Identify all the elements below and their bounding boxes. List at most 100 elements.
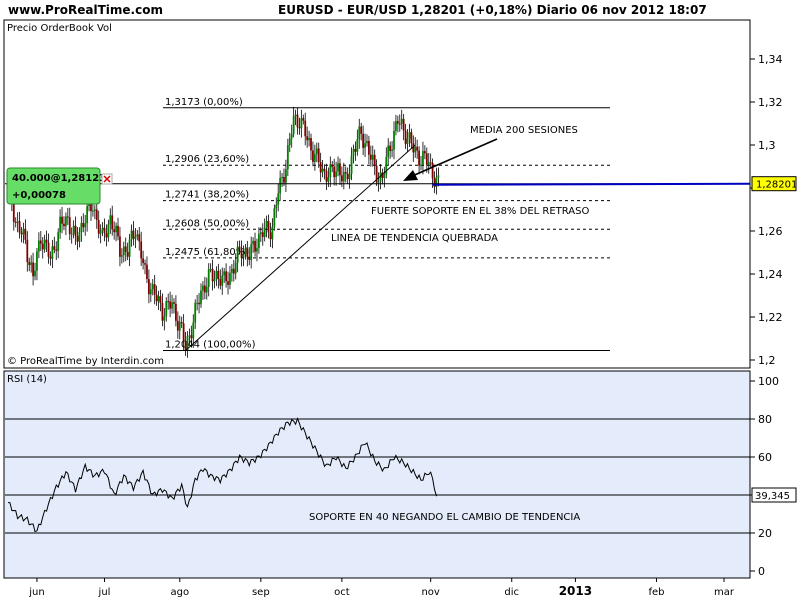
rsi-line xyxy=(8,417,437,533)
candle-body xyxy=(140,241,143,259)
candle-body xyxy=(200,290,202,305)
candle-body xyxy=(435,177,438,187)
price-panel-frame xyxy=(3,19,751,369)
candle-body xyxy=(429,162,432,164)
candle-body xyxy=(354,148,357,152)
candle-body xyxy=(254,240,256,252)
candle-body xyxy=(427,162,430,165)
fib-level-label: 1,2906 (23,60%) xyxy=(165,154,249,165)
candle-body xyxy=(373,154,376,166)
candle-body xyxy=(273,208,276,227)
candle-body xyxy=(173,302,175,304)
current-price-tag xyxy=(751,176,797,192)
candle-body xyxy=(153,284,156,295)
candle-body xyxy=(136,234,139,237)
candle-body xyxy=(93,209,96,211)
fib-level-label: 1,3173 (0,00%) xyxy=(165,97,243,108)
candle-body xyxy=(337,163,339,172)
annotation-ma200: MEDIA 200 SESIONES xyxy=(470,125,578,136)
candle-body xyxy=(377,181,380,183)
candle-body xyxy=(169,301,172,309)
price-y-tick-label: 1,2 xyxy=(758,354,776,367)
candle-body xyxy=(192,322,195,339)
candle-body xyxy=(217,270,220,280)
candle-body xyxy=(418,150,420,166)
candle-body xyxy=(422,151,424,165)
candle-body xyxy=(375,165,378,183)
candle-body xyxy=(55,249,58,251)
candle-body xyxy=(275,204,278,209)
candle-body xyxy=(92,210,94,212)
candle-body xyxy=(203,285,206,293)
candle-body xyxy=(59,216,62,233)
candle-body xyxy=(219,279,222,286)
candle-body xyxy=(263,227,266,237)
candle-body xyxy=(368,140,370,155)
fib-level-label: 1,2741 (38,20%) xyxy=(165,190,249,201)
candle-body xyxy=(350,155,353,174)
site-title: www.ProRealTime.com xyxy=(8,3,163,17)
candle-body xyxy=(414,146,417,153)
candle-body xyxy=(369,154,372,160)
candle-body xyxy=(43,239,46,250)
candle-body xyxy=(366,140,368,144)
candle-body xyxy=(221,275,224,286)
candle-body xyxy=(238,246,241,250)
candle-body xyxy=(213,279,216,282)
candle-body xyxy=(171,302,173,309)
candle-body xyxy=(290,133,293,139)
candle-body xyxy=(232,268,235,274)
candle-body xyxy=(113,229,116,233)
candle-body xyxy=(97,220,100,234)
candle-body xyxy=(159,296,162,304)
price-y-tick-label: 1,24 xyxy=(758,268,783,281)
rsi-y-tick-label: 0 xyxy=(758,565,765,578)
candle-body xyxy=(406,138,409,144)
candle-body xyxy=(223,271,226,276)
candle-body xyxy=(119,236,121,257)
candle-body xyxy=(142,258,144,264)
candle-body xyxy=(122,246,125,256)
candle-body xyxy=(205,286,208,293)
candle-body xyxy=(285,169,287,183)
candle-body xyxy=(128,239,131,257)
fib-level-label: 1,2044 (100,00%) xyxy=(165,340,256,351)
candle-body xyxy=(230,268,233,273)
close-icon[interactable] xyxy=(101,173,113,185)
x-tick-label: sep xyxy=(252,587,270,598)
candle-body xyxy=(315,148,318,155)
candle-body xyxy=(412,143,415,153)
candle-body xyxy=(277,193,280,205)
candle-body xyxy=(120,255,123,257)
candle-body xyxy=(144,263,146,265)
candle-body xyxy=(425,153,428,165)
candle-body xyxy=(393,130,395,150)
candle-body xyxy=(321,168,324,173)
candle-body xyxy=(250,244,253,261)
candle-body xyxy=(395,121,397,131)
candle-body xyxy=(391,149,393,152)
candle-body xyxy=(364,143,366,148)
candle-body xyxy=(65,216,67,227)
rsi-y-tick-label: 80 xyxy=(758,413,772,426)
candle-body xyxy=(240,249,243,258)
candle-body xyxy=(246,248,249,257)
annotation-arrow xyxy=(409,138,498,178)
candle-body xyxy=(26,239,29,263)
x-tick-label: jun xyxy=(28,587,44,598)
candle-body xyxy=(292,115,295,134)
candle-body xyxy=(227,281,229,285)
candle-body xyxy=(362,133,365,148)
candle-body xyxy=(12,202,15,222)
candle-body xyxy=(383,174,386,178)
candle-body xyxy=(39,240,42,244)
x-tick-label: nov xyxy=(421,587,439,598)
candle-body xyxy=(103,227,106,234)
orderbook-box xyxy=(6,167,101,205)
candle-body xyxy=(302,118,305,121)
candle-body xyxy=(286,145,289,170)
candle-body xyxy=(117,225,119,237)
candle-body xyxy=(385,156,388,175)
candle-body xyxy=(167,301,170,303)
